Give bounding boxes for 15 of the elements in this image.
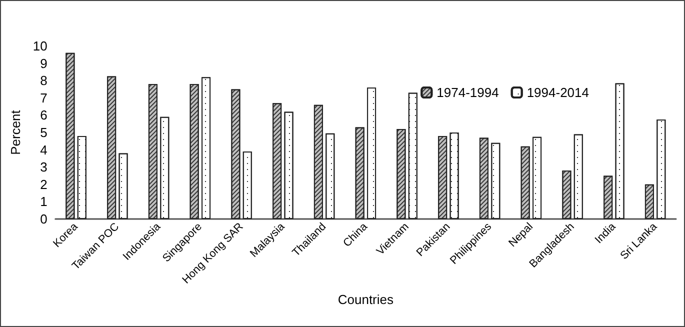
y-tick-label: 7 <box>40 90 48 106</box>
y-tick-label: 2 <box>40 176 48 192</box>
legend-label: 1994-2014 <box>526 85 590 100</box>
y-tick-label: 3 <box>40 160 48 175</box>
legend-label: 1974-1994 <box>436 85 499 100</box>
y-tick-label: 0 <box>40 212 48 226</box>
x-axis-title: Countries <box>338 292 394 307</box>
y-tick-label: 5 <box>40 125 48 140</box>
y-tick-label: 6 <box>40 108 48 123</box>
y-tick-label: 10 <box>32 38 48 54</box>
y-tick-label: 1 <box>40 194 48 210</box>
y-tick-label: 4 <box>40 142 48 158</box>
y-tick-label: 8 <box>40 73 48 88</box>
y-tick-label: 9 <box>40 56 48 71</box>
y-axis-title: Percent <box>8 110 23 155</box>
